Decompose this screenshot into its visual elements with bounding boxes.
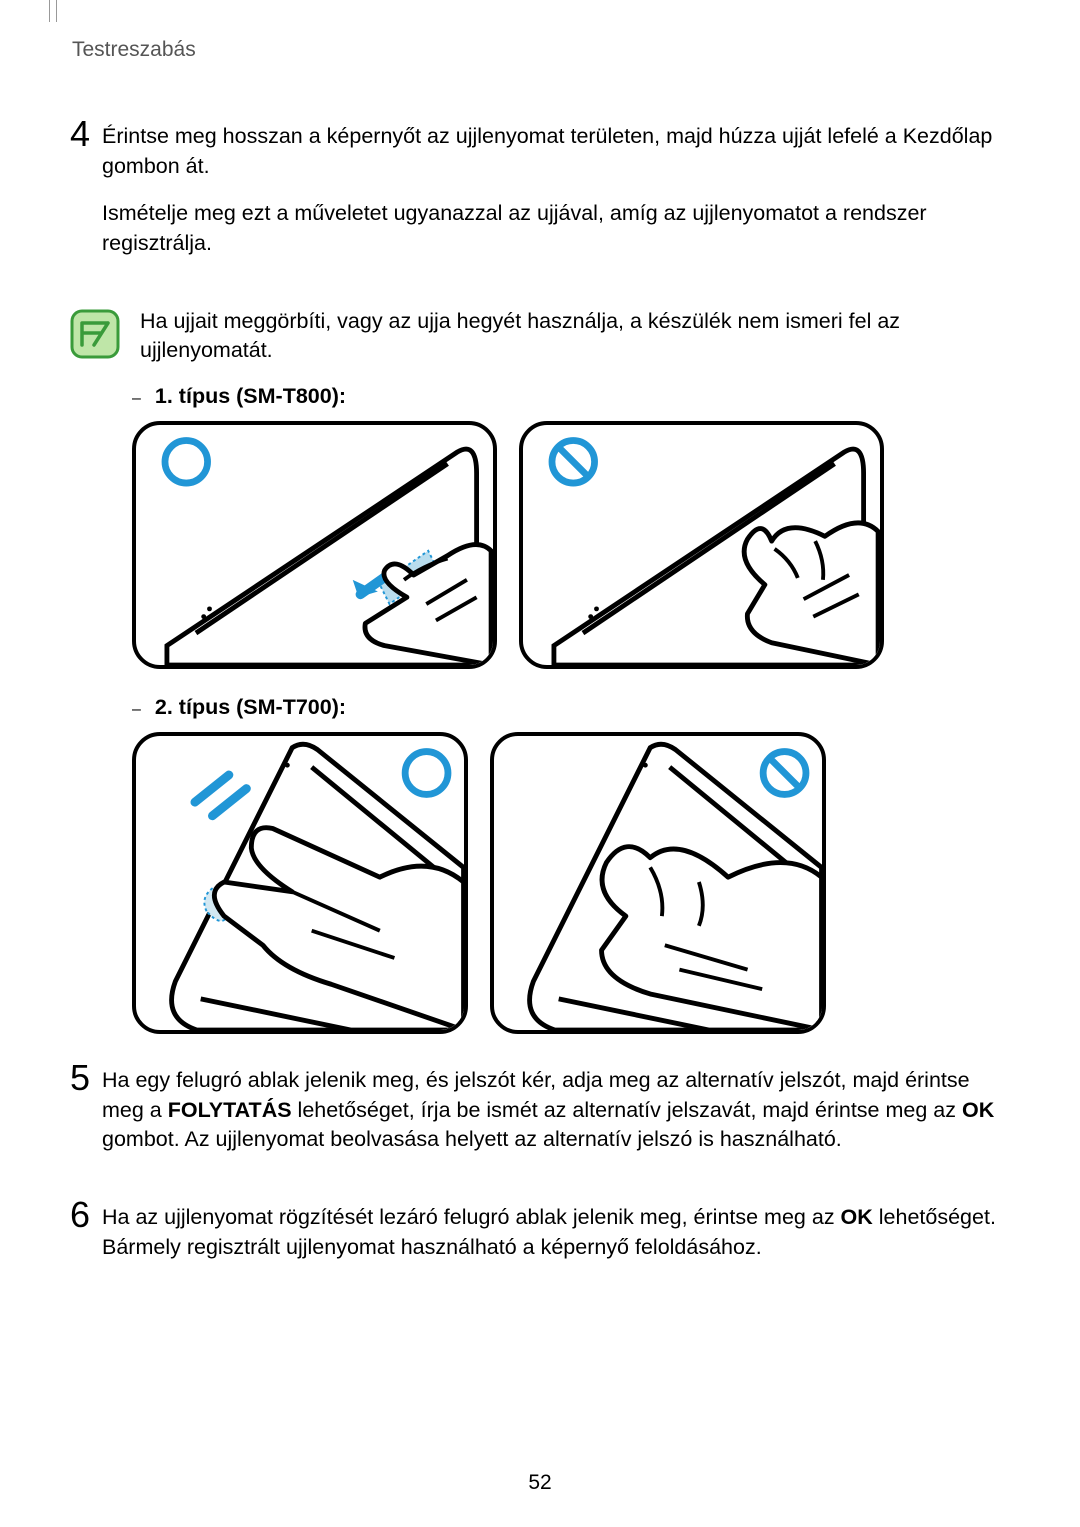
note-icon — [70, 309, 120, 359]
step-number-6: 6 — [70, 1197, 102, 1233]
type1-figures — [132, 421, 1010, 669]
figure-t800-incorrect — [519, 421, 884, 669]
page-number: 52 — [0, 1471, 1080, 1495]
step-4: 4 Érintse meg hosszan a képernyőt az ujj… — [70, 122, 1010, 277]
step-5-body: Ha egy felugró ablak jelenik meg, és jel… — [102, 1066, 1010, 1173]
note-text: Ha ujjait meggörbíti, vagy az ujja hegyé… — [140, 307, 1010, 366]
section-header: Testreszabás — [72, 38, 1010, 62]
figure-t700-incorrect — [490, 732, 826, 1034]
type2-label: 2. típus (SM-T700): — [155, 695, 346, 719]
margin-mark — [49, 0, 57, 22]
type2-section: –2. típus (SM-T700): — [132, 695, 1010, 720]
step5-bold1: FOLYTATÁS — [168, 1098, 292, 1122]
step6-bold1: OK — [841, 1205, 873, 1229]
type2-figures — [132, 732, 1010, 1034]
dash: – — [132, 701, 141, 718]
step-number-5: 5 — [70, 1060, 102, 1096]
step5-post: gombot. Az ujjlenyomat beolvasása helyet… — [102, 1127, 842, 1151]
dash: – — [132, 390, 141, 407]
step4-p1: Érintse meg hosszan a képernyőt az ujjle… — [102, 122, 1010, 181]
step-number-4: 4 — [70, 116, 102, 152]
type1-label: 1. típus (SM-T800): — [155, 384, 346, 408]
step6-pre: Ha az ujjlenyomat rögzítését lezáró felu… — [102, 1205, 841, 1229]
step-4-body: Érintse meg hosszan a képernyőt az ujjle… — [102, 122, 1010, 277]
step4-p2: Ismételje meg ezt a műveletet ugyanazzal… — [102, 199, 1010, 258]
step5-bold2: OK — [962, 1098, 994, 1122]
figure-t800-correct — [132, 421, 497, 669]
figure-t700-correct — [132, 732, 468, 1034]
step-6-body: Ha az ujjlenyomat rögzítését lezáró felu… — [102, 1203, 1010, 1280]
note-row: Ha ujjait meggörbíti, vagy az ujja hegyé… — [70, 307, 1010, 366]
step-6: 6 Ha az ujjlenyomat rögzítését lezáró fe… — [70, 1203, 1010, 1280]
step5-mid: lehetőséget, írja be ismét az alternatív… — [292, 1098, 962, 1122]
type1-section: –1. típus (SM-T800): — [132, 384, 1010, 409]
step-5: 5 Ha egy felugró ablak jelenik meg, és j… — [70, 1066, 1010, 1173]
